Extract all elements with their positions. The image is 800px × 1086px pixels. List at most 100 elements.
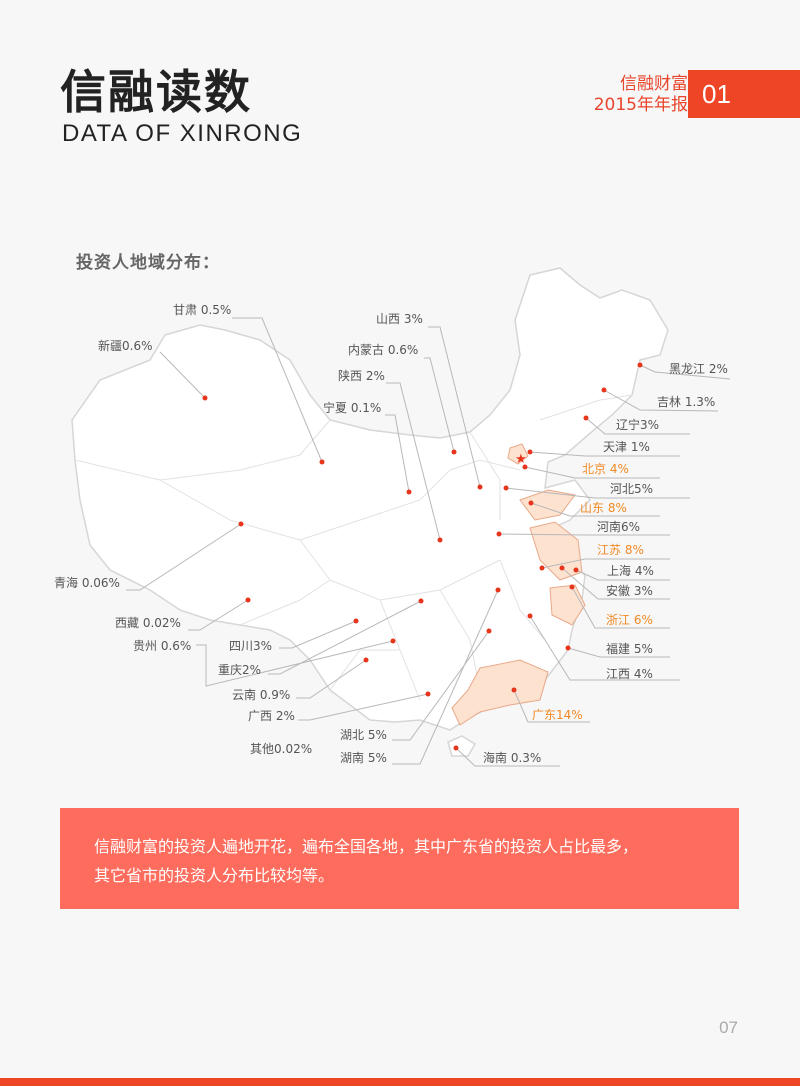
label-sichuan: 四川3% xyxy=(229,639,272,653)
leader-chongqing xyxy=(268,600,422,675)
leader-jilin xyxy=(603,389,719,412)
leader-shaanxi xyxy=(386,382,441,541)
label-neimenggu: 内蒙古 0.6% xyxy=(348,342,418,357)
dot-gansu xyxy=(319,459,325,465)
label-yunnan: 云南 0.9% xyxy=(232,687,290,702)
dot-ningxia xyxy=(406,489,412,495)
china-outline xyxy=(71,267,669,731)
dot-guangxi xyxy=(425,691,431,697)
dot-xizang xyxy=(245,597,251,603)
leader-yunnan xyxy=(296,659,367,699)
dot-chongqing xyxy=(418,598,424,604)
leader-hebei xyxy=(505,487,690,499)
leader-jiangsu xyxy=(541,558,670,569)
label-shanxi: 山西 3% xyxy=(376,312,423,326)
dot-liaoning xyxy=(583,415,589,421)
dot-qinghai xyxy=(238,521,244,527)
leader-ningxia xyxy=(385,414,410,493)
label-qinghai: 青海 0.06% xyxy=(54,575,120,590)
hainan-island xyxy=(447,735,477,757)
shandong-shape xyxy=(519,489,576,521)
dot-beijing xyxy=(522,464,528,470)
dot-shanxi xyxy=(477,484,483,490)
label-hubei: 湖北 5% xyxy=(340,727,387,742)
label-anhui: 安徽 3% xyxy=(606,583,653,598)
leader-hainan xyxy=(455,747,560,767)
label-shaanxi: 陕西 2% xyxy=(338,368,385,383)
dot-fujian xyxy=(565,645,571,651)
brand-report: 2015年年报 xyxy=(593,95,688,115)
dot-sichuan xyxy=(353,618,359,624)
page-subtitle: DATA OF XINRONG xyxy=(62,120,303,147)
footer-bar xyxy=(0,1078,800,1086)
leader-shanghai xyxy=(575,569,670,581)
label-xizang: 西藏 0.02% xyxy=(115,616,181,630)
jiangsu-shape xyxy=(529,521,583,581)
label-tianjin: 天津 1% xyxy=(603,440,650,454)
label-jilin: 吉林 1.3% xyxy=(657,395,715,409)
label-henan: 河南6% xyxy=(597,519,640,534)
leader-sichuan xyxy=(279,620,357,649)
dot-hainan xyxy=(453,745,459,751)
dot-jilin xyxy=(601,387,607,393)
label-guizhou: 贵州 0.6% xyxy=(133,639,191,653)
label-heilongjiang: 黑龙江 2% xyxy=(669,362,728,376)
dot-shaanxi xyxy=(437,537,443,543)
leader-guangxi xyxy=(298,693,429,721)
province-labels: 甘肃 0.5% 新疆0.6% 山西 3% 内蒙古 0.6% 陕西 2% 宁夏 0.1% 黑龙… xyxy=(54,303,728,765)
capital-star-icon: ★ xyxy=(515,452,527,467)
leader-beijing xyxy=(524,466,660,479)
leader-neimenggu xyxy=(424,357,455,453)
label-xinjiang: 新疆0.6% xyxy=(98,338,153,353)
leader-xinjiang xyxy=(159,351,206,399)
label-shanghai: 上海 4% xyxy=(607,563,654,578)
leader-shandong xyxy=(530,502,660,517)
label-zhejiang: 浙江 6% xyxy=(606,613,653,627)
dot-hebei xyxy=(503,485,509,491)
leader-jiangxi xyxy=(529,615,680,681)
leader-qinghai xyxy=(126,523,242,591)
guangdong-shape xyxy=(451,659,549,726)
label-guangxi: 广西 2% xyxy=(248,709,295,723)
dot-guangdong xyxy=(511,687,517,693)
label-fujian: 福建 5% xyxy=(606,641,653,656)
leader-hubei xyxy=(392,630,490,741)
dot-jiangsu xyxy=(539,565,545,571)
dot-shanghai xyxy=(573,567,579,573)
leader-gansu xyxy=(232,317,323,463)
dot-shandong xyxy=(528,500,534,506)
leader-tianjin xyxy=(529,451,680,457)
summary-line-1: 信融财富的投资人遍地开花，遍布全国各地，其中广东省的投资人占比最多， xyxy=(94,837,639,856)
label-guangdong: 广东14% xyxy=(532,708,583,722)
dot-xinjiang xyxy=(202,395,208,401)
leader-shanxi xyxy=(428,326,481,488)
summary-box: 信融财富的投资人遍地开花，遍布全国各地，其中广东省的投资人占比最多， 其它省市的… xyxy=(60,808,739,909)
label-gansu: 甘肃 0.5% xyxy=(173,303,231,317)
dot-neimenggu xyxy=(451,449,457,455)
leader-zhejiang xyxy=(571,586,670,629)
label-ningxia: 宁夏 0.1% xyxy=(323,400,381,415)
china-investor-map: ★ 甘肃 0.5% 新疆0.6% 山西 3% 内蒙古 0.6% 陕西 2% 宁夏 0.1%… xyxy=(54,267,731,767)
brand-name: 信融财富 xyxy=(620,74,688,94)
label-liaoning: 辽宁3% xyxy=(616,417,659,432)
dot-anhui xyxy=(559,565,565,571)
label-hebei: 河北5% xyxy=(610,482,653,496)
dot-guizhou xyxy=(390,638,396,644)
dot-tianjin xyxy=(527,449,533,455)
label-hunan: 湖南 5% xyxy=(340,750,387,765)
dot-hubei xyxy=(486,628,492,634)
leader-lines xyxy=(126,317,731,767)
beijing-shape xyxy=(507,443,529,465)
label-jiangxi: 江西 4% xyxy=(606,667,653,681)
dot-yunnan xyxy=(363,657,369,663)
label-qita: 其他0.02% xyxy=(250,742,312,756)
label-jiangsu: 江苏 8% xyxy=(597,543,644,557)
dot-jiangxi xyxy=(527,613,533,619)
leader-xizang xyxy=(188,599,249,631)
section-number-badge: 01 xyxy=(688,70,800,118)
dot-heilongjiang xyxy=(637,362,643,368)
province-dots xyxy=(202,362,643,751)
brand-block: 信融财富 2015年年报 xyxy=(594,74,688,116)
leader-hunan xyxy=(392,589,499,765)
dot-hunan xyxy=(495,587,501,593)
